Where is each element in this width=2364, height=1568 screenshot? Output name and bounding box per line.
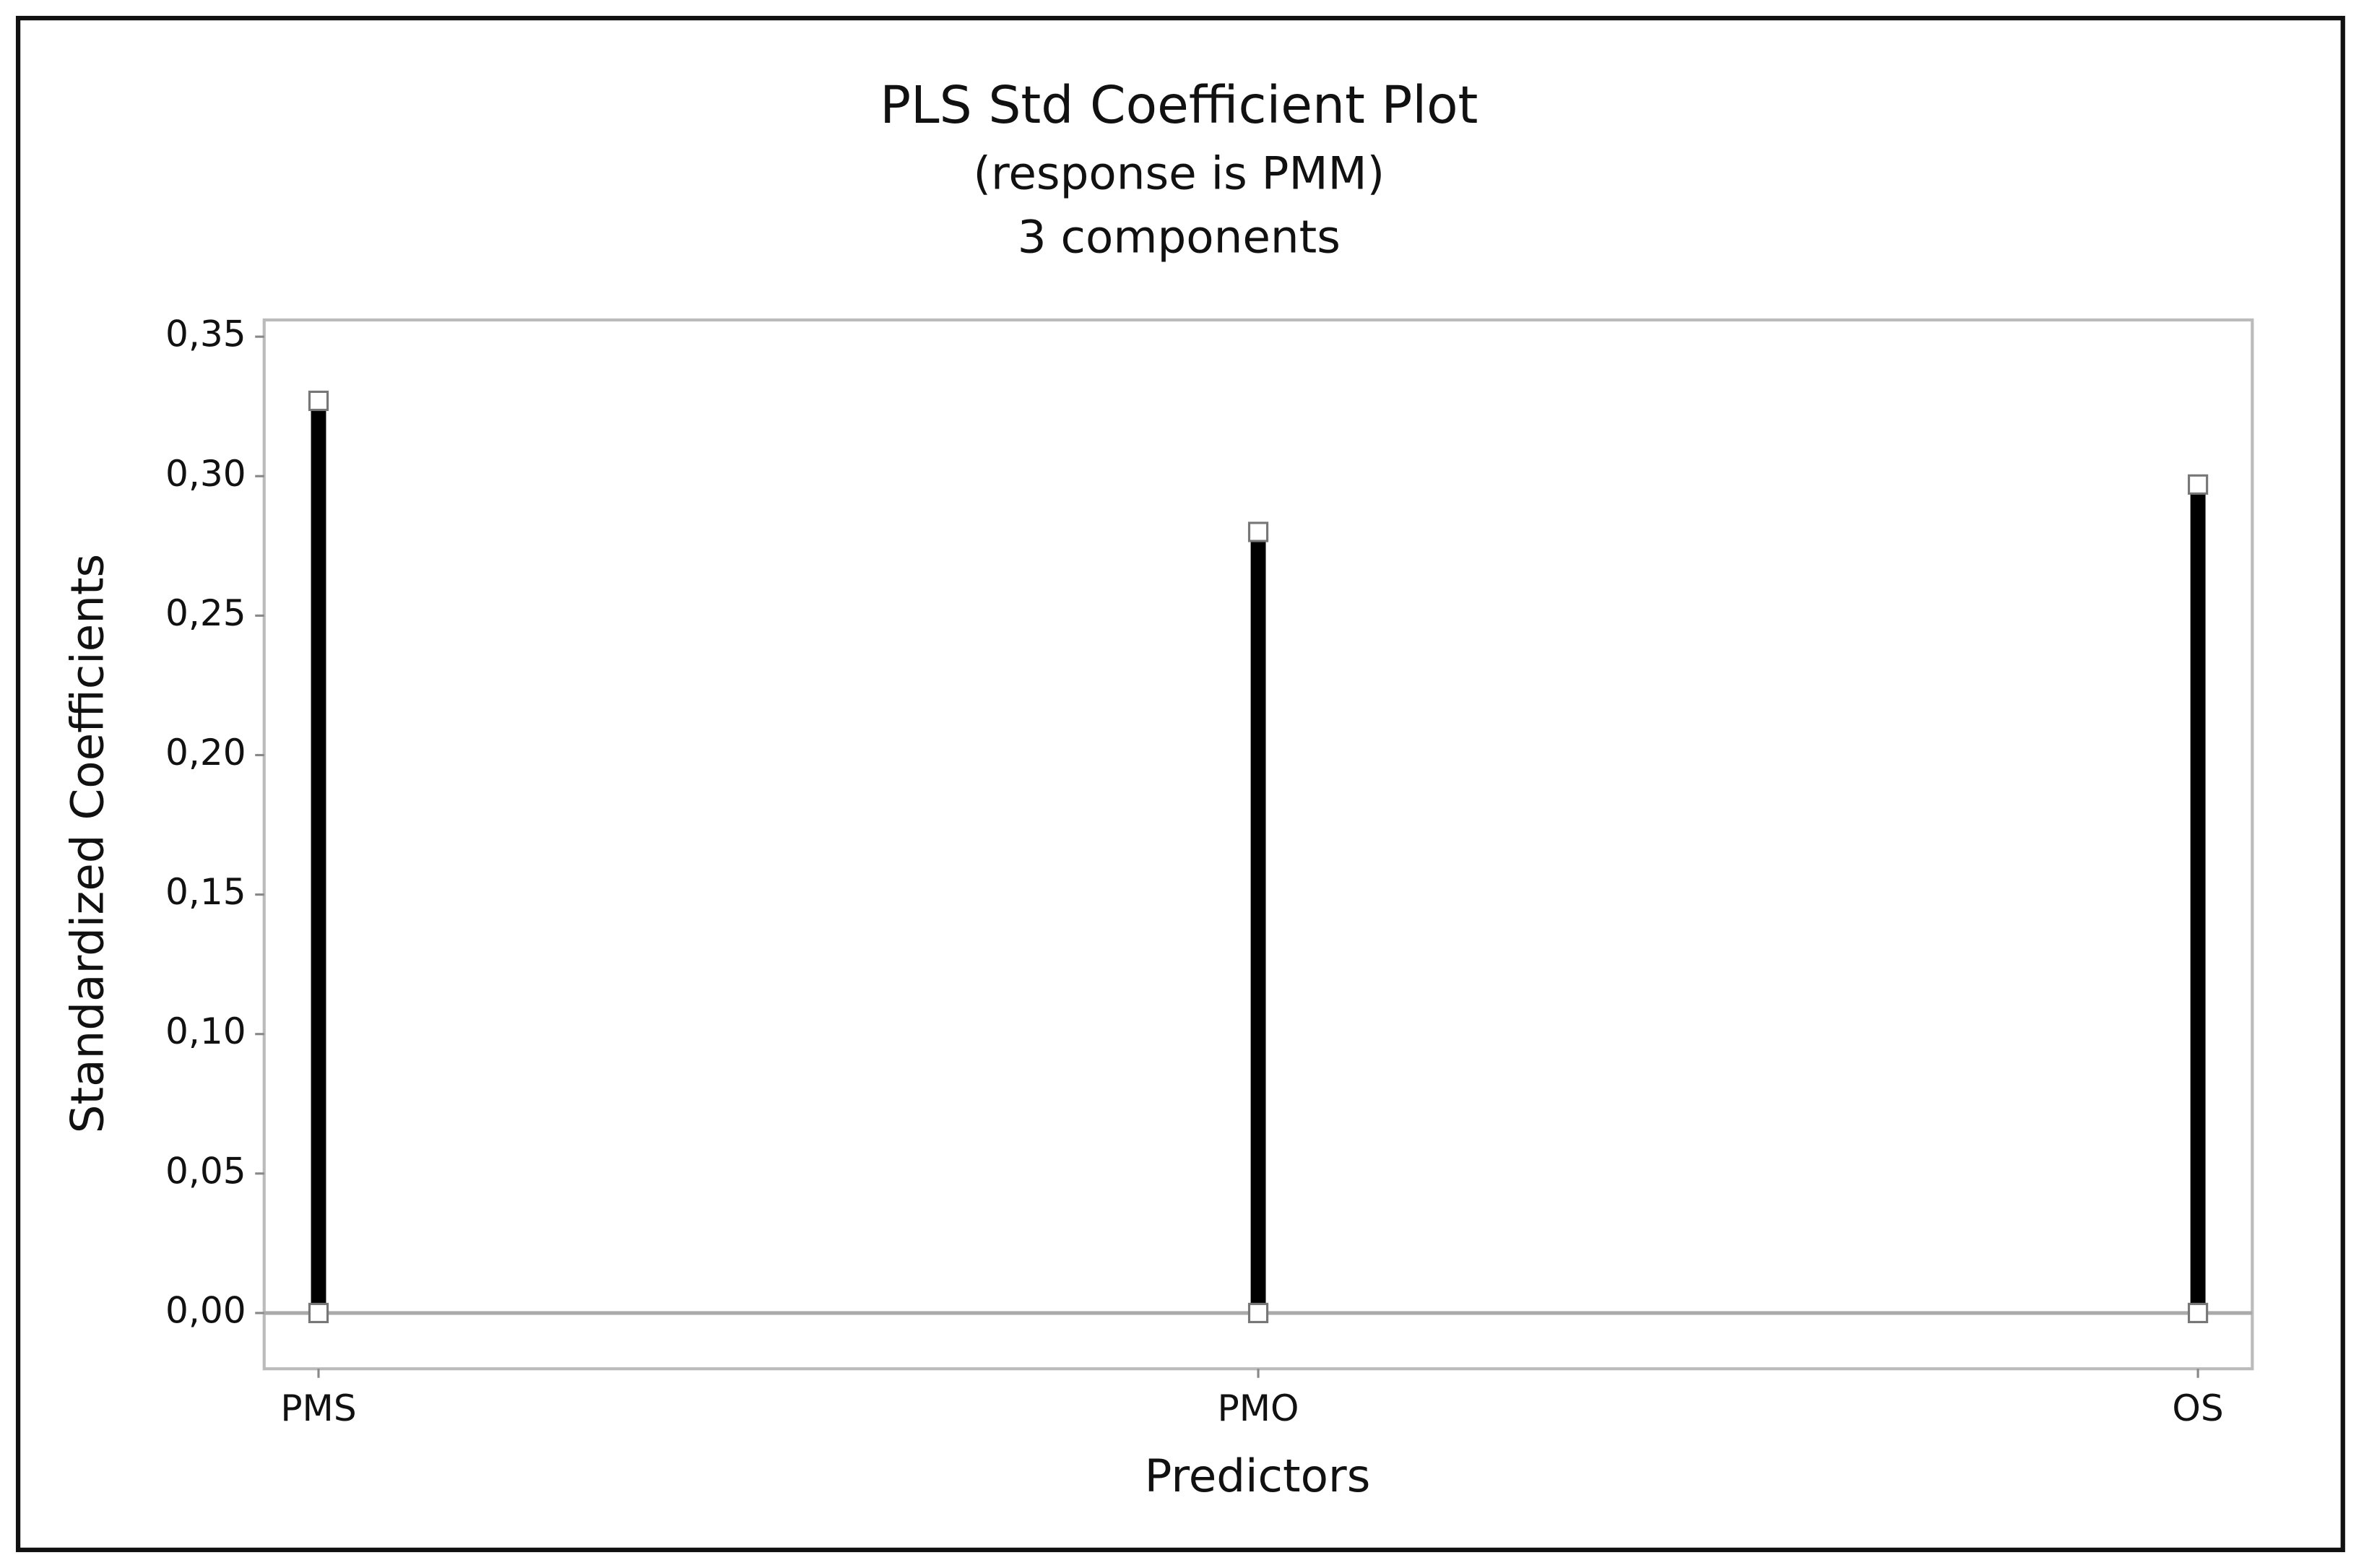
- bar: [1250, 532, 1266, 1313]
- y-tick-label: 0,00: [165, 1288, 246, 1331]
- y-tick-label: 0,35: [165, 313, 246, 355]
- bar: [2190, 484, 2206, 1313]
- y-tick-label: 0,25: [165, 592, 246, 634]
- y-tick-label: 0,20: [165, 731, 246, 774]
- value-marker: [308, 390, 329, 412]
- chart-title: PLS Std Coefficient Plot: [880, 75, 1478, 135]
- base-marker: [2187, 1302, 2209, 1324]
- y-tick-label: 0,15: [165, 870, 246, 913]
- x-tick-label: PMS: [280, 1387, 356, 1429]
- chart-subtitle: 3 components: [1018, 210, 1341, 263]
- base-marker: [308, 1302, 329, 1324]
- value-marker: [2187, 474, 2209, 495]
- y-tick-label: 0,05: [165, 1149, 246, 1192]
- x-tick-label: OS: [2172, 1387, 2223, 1429]
- x-axis-label: Predictors: [1145, 1450, 1371, 1502]
- value-marker: [1247, 521, 1269, 542]
- bar: [311, 400, 326, 1313]
- base-marker: [1247, 1302, 1269, 1324]
- y-tick-label: 0,10: [165, 1010, 246, 1052]
- y-axis-label: Standardized Coefficients: [61, 554, 113, 1133]
- y-tick-label: 0,30: [165, 452, 246, 495]
- chart-subtitle: (response is PMM): [974, 147, 1385, 200]
- x-tick-label: PMO: [1218, 1387, 1299, 1429]
